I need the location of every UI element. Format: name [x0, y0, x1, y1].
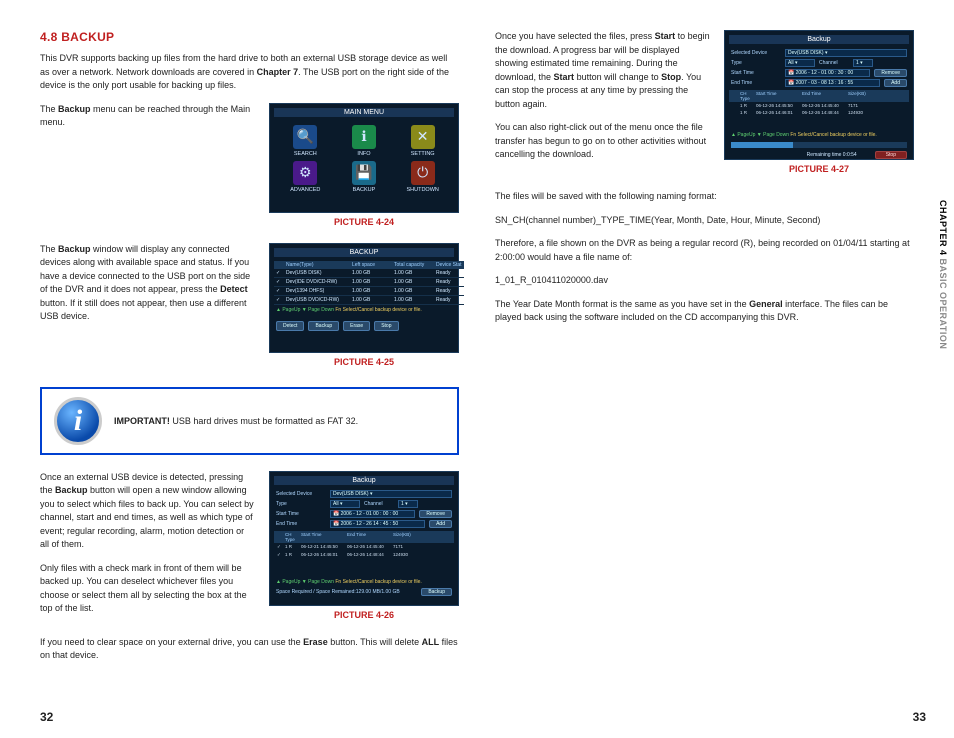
screenshot-backup1: Backup Selected DeviceDev(USB DISK) ▾Typ…: [269, 471, 459, 606]
mainmenu-title: MAIN MENU: [274, 108, 454, 117]
chapter-tab: CHAPTER 4 BASIC OPERATION: [938, 200, 948, 349]
bk2-hint: ▲ PageUp ▼ Page Down Fn Select/Cancel ba…: [729, 130, 909, 140]
screenshot-mainmenu: MAIN MENU 🔍SEARCHℹINFO✕SETTING ⚙ADVANCED💾…: [269, 103, 459, 213]
rightclick-para: You can also right-click out of the menu…: [495, 121, 710, 162]
mainmenu-icon-shutdown[interactable]: ⏻SHUTDOWN: [395, 161, 450, 193]
mainmenu-icon-backup[interactable]: 💾BACKUP: [337, 161, 392, 193]
detect-button[interactable]: Detect: [276, 321, 304, 331]
important-callout: i IMPORTANT! USB hard drives must be for…: [40, 387, 459, 455]
mainmenu-icon-search[interactable]: 🔍SEARCH: [278, 125, 333, 157]
mainmenu-icon-advanced[interactable]: ⚙ADVANCED: [278, 161, 333, 193]
backup-select-para: Once an external USB device is detected,…: [40, 471, 255, 552]
mainmenu-icon-setting[interactable]: ✕SETTING: [395, 125, 450, 157]
page-number-left: 32: [40, 710, 53, 724]
naming-example: 1_01_R_010411020000.dav: [495, 274, 914, 288]
intro-para: This DVR supports backing up files from …: [40, 52, 459, 93]
checkmark-para: Only files with a check mark in front of…: [40, 562, 255, 616]
general-para: The Year Date Month format is the same a…: [495, 298, 914, 325]
screenshot-devlist: BACKUP Name(Type)Left spaceTotal capacit…: [269, 243, 459, 353]
naming-example-intro: Therefore, a file shown on the DVR as be…: [495, 237, 914, 264]
bk2-title: Backup: [729, 35, 909, 44]
info-icon: i: [54, 397, 102, 445]
erase-button[interactable]: Erase: [343, 321, 370, 331]
screenshot-backup2: Backup Selected DeviceDev(USB DISK) ▾Typ…: [724, 30, 914, 160]
backup-menu-para: The Backup menu can be reached through t…: [40, 103, 255, 130]
backup-window-para: The Backup window will display any conne…: [40, 243, 255, 324]
devlist-hint: ▲ PageUp ▼ Page Down Fn Select/Cancel ba…: [274, 305, 454, 315]
caption-25: PICTURE 4-25: [269, 357, 459, 367]
erase-para: If you need to clear space on your exter…: [40, 636, 459, 663]
section-title: 4.8 BACKUP: [40, 30, 459, 44]
bk1-hint: ▲ PageUp ▼ Page Down Fn Select/Cancel ba…: [274, 577, 454, 587]
caption-26: PICTURE 4-26: [269, 610, 459, 620]
backup-button[interactable]: Backup: [421, 588, 452, 596]
devlist-title: BACKUP: [274, 248, 454, 257]
start-para: Once you have selected the files, press …: [495, 30, 710, 111]
stop-button[interactable]: Stop: [875, 151, 907, 159]
mainmenu-icon-info[interactable]: ℹINFO: [337, 125, 392, 157]
stop-button[interactable]: Stop: [374, 321, 398, 331]
page-number-right: 33: [913, 710, 926, 724]
naming-intro: The files will be saved with the followi…: [495, 190, 914, 204]
caption-27: PICTURE 4-27: [724, 164, 914, 174]
bk1-title: Backup: [274, 476, 454, 485]
caption-24: PICTURE 4-24: [269, 217, 459, 227]
backup-button[interactable]: Backup: [308, 321, 339, 331]
naming-format: SN_CH(channel number)_TYPE_TIME(Year, Mo…: [495, 214, 914, 228]
